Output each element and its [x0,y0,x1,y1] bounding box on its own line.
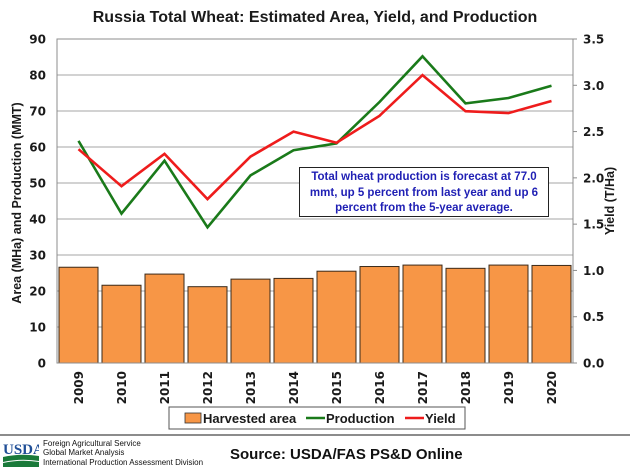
left-axis-ticks: 0 10 20 30 40 50 60 70 80 90 [29,33,46,371]
line-production [77,54,552,230]
x-tick-label: 2014 [287,371,301,404]
y-tick-label: 40 [29,213,46,227]
usda-org-text: Foreign Agricultural Service Global Mark… [43,439,203,467]
y-tick-label: 80 [29,69,46,83]
forecast-annotation: Total wheat production is forecast at 77… [299,167,549,217]
y-tick-label: 60 [29,141,46,155]
footer-divider [0,434,630,436]
y2-tick-label: 0.5 [583,310,604,324]
y2-axis-label: Yield (T/Ha) [603,167,617,235]
org-line: Global Market Analysis [43,448,125,458]
y2-tick-label: 1.0 [583,264,604,278]
annotation-line: mmt, up 5 percent from last year and up … [309,186,539,199]
legend: Harvested area Production Yield [168,406,466,430]
bar-2012 [187,286,228,364]
x-tick-label: 2020 [545,371,559,404]
usda-logo-icon: USDA [3,442,39,467]
y-tick-label: 10 [29,321,46,335]
bar-2014 [273,277,314,364]
y-axis-label: Area (MHa) and Production (MMT) [10,102,24,303]
bar-2016 [359,266,400,364]
x-tick-label: 2009 [72,371,86,404]
bar-2010 [101,284,142,364]
y-tick-label: 50 [29,177,46,191]
x-tick-label: 2013 [244,371,258,404]
line-series [77,54,552,230]
right-axis-ticks: 0.0 0.5 1.0 1.5 2.0 2.5 3.0 3.5 [573,33,604,371]
bar-2018 [445,267,486,364]
x-tick-label: 2016 [373,371,387,404]
bar-2020 [531,264,572,364]
bar-2011 [144,273,185,364]
bars-harvested-area [58,264,572,364]
chart-title: Russia Total Wheat: Estimated Area, Yiel… [93,9,538,26]
x-tick-label: 2019 [502,371,516,404]
bar-2019 [488,264,529,364]
y2-tick-label: 1.5 [583,218,604,232]
x-tick-label: 2012 [201,371,215,404]
legend-label-production: Production [326,411,395,426]
x-axis-ticks: 2009 2010 2011 2012 2013 2014 2015 2016 2017 2018… [72,371,559,404]
line-yield [77,73,552,201]
org-line: International Production Assessment Divi… [43,457,204,467]
annotation-line: percent from the 5-year average. [335,202,513,214]
y-tick-label: 90 [29,33,46,47]
y-tick-label: 30 [29,249,46,263]
annotation-line: Total wheat production is forecast at 77… [311,171,537,183]
source-text: Source: USDA/FAS PS&D Online [230,446,463,463]
legend-swatch-harvested-area [184,412,202,424]
org-line: Foreign Agricultural Service [43,439,141,448]
y2-tick-label: 3.5 [583,33,604,47]
y-tick-label: 20 [29,285,46,299]
bar-2017 [402,264,443,364]
y2-tick-label: 2.5 [583,125,604,139]
x-tick-label: 2018 [459,371,473,404]
y2-tick-label: 2.0 [583,171,604,185]
y-tick-label: 70 [29,105,46,119]
legend-label-harvested-area: Harvested area [203,411,297,426]
usda-logo-text: USDA [3,442,39,458]
y2-tick-label: 0.0 [583,357,604,371]
bar-2013 [230,278,271,364]
x-tick-label: 2015 [330,371,344,404]
y2-tick-label: 3.0 [583,79,604,93]
plot-area-border [56,38,574,364]
x-tick-label: 2010 [115,371,129,404]
legend-label-yield: Yield [425,411,456,426]
y-tick-label: 0 [38,357,46,371]
x-tick-label: 2017 [416,371,430,404]
bar-2009 [58,266,99,364]
x-tick-label: 2011 [158,371,172,404]
bar-2015 [316,270,357,364]
